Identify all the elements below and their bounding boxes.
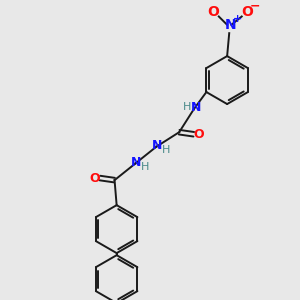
Text: +: + xyxy=(233,14,242,24)
Text: N: N xyxy=(224,18,236,32)
Text: H: H xyxy=(161,145,170,155)
Text: O: O xyxy=(241,5,253,19)
Text: −: − xyxy=(250,0,260,13)
Text: N: N xyxy=(152,139,163,152)
Text: H: H xyxy=(141,162,149,172)
Text: O: O xyxy=(89,172,100,184)
Text: N: N xyxy=(191,101,201,114)
Text: H: H xyxy=(183,102,192,112)
Text: O: O xyxy=(208,5,220,19)
Text: O: O xyxy=(194,128,204,141)
Text: N: N xyxy=(131,156,142,169)
